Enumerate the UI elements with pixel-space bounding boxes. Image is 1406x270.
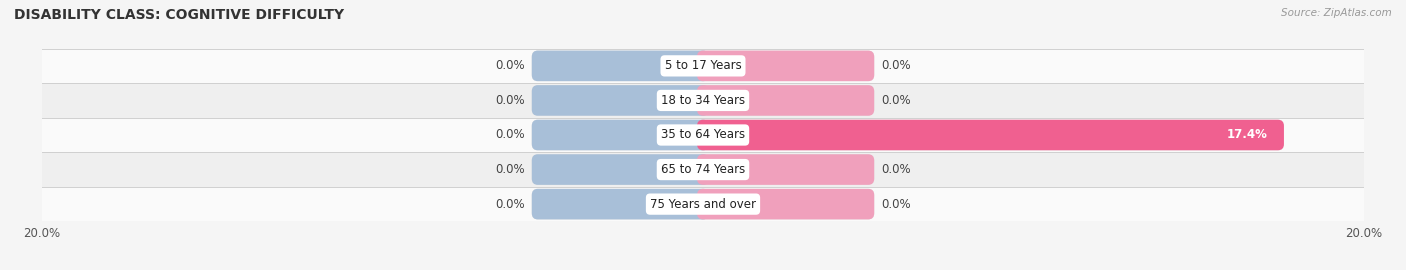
Bar <box>42 83 1364 118</box>
Bar <box>42 118 1364 152</box>
FancyBboxPatch shape <box>531 154 709 185</box>
FancyBboxPatch shape <box>697 50 875 81</box>
Text: 0.0%: 0.0% <box>495 94 524 107</box>
FancyBboxPatch shape <box>697 50 875 81</box>
FancyBboxPatch shape <box>697 85 875 116</box>
FancyBboxPatch shape <box>531 189 709 220</box>
Text: 35 to 64 Years: 35 to 64 Years <box>661 129 745 141</box>
Text: 0.0%: 0.0% <box>495 163 524 176</box>
FancyBboxPatch shape <box>531 120 709 150</box>
Text: 0.0%: 0.0% <box>495 198 524 211</box>
Text: 0.0%: 0.0% <box>882 198 911 211</box>
Text: 0.0%: 0.0% <box>495 59 524 72</box>
FancyBboxPatch shape <box>697 154 875 185</box>
Bar <box>42 152 1364 187</box>
FancyBboxPatch shape <box>531 120 709 150</box>
Text: DISABILITY CLASS: COGNITIVE DIFFICULTY: DISABILITY CLASS: COGNITIVE DIFFICULTY <box>14 8 344 22</box>
FancyBboxPatch shape <box>697 85 875 116</box>
FancyBboxPatch shape <box>697 189 875 220</box>
Text: 75 Years and over: 75 Years and over <box>650 198 756 211</box>
FancyBboxPatch shape <box>531 85 709 116</box>
Bar <box>42 49 1364 83</box>
Text: Source: ZipAtlas.com: Source: ZipAtlas.com <box>1281 8 1392 18</box>
Text: 17.4%: 17.4% <box>1227 129 1268 141</box>
FancyBboxPatch shape <box>531 85 709 116</box>
Text: 0.0%: 0.0% <box>882 59 911 72</box>
FancyBboxPatch shape <box>697 120 1284 150</box>
FancyBboxPatch shape <box>531 50 709 81</box>
Text: 0.0%: 0.0% <box>882 94 911 107</box>
FancyBboxPatch shape <box>531 154 709 185</box>
FancyBboxPatch shape <box>531 189 709 220</box>
Bar <box>42 187 1364 221</box>
FancyBboxPatch shape <box>531 50 709 81</box>
Text: 18 to 34 Years: 18 to 34 Years <box>661 94 745 107</box>
FancyBboxPatch shape <box>697 120 1284 150</box>
Text: 0.0%: 0.0% <box>882 163 911 176</box>
FancyBboxPatch shape <box>697 154 875 185</box>
Text: 5 to 17 Years: 5 to 17 Years <box>665 59 741 72</box>
Text: 65 to 74 Years: 65 to 74 Years <box>661 163 745 176</box>
Text: 0.0%: 0.0% <box>495 129 524 141</box>
FancyBboxPatch shape <box>697 189 875 220</box>
